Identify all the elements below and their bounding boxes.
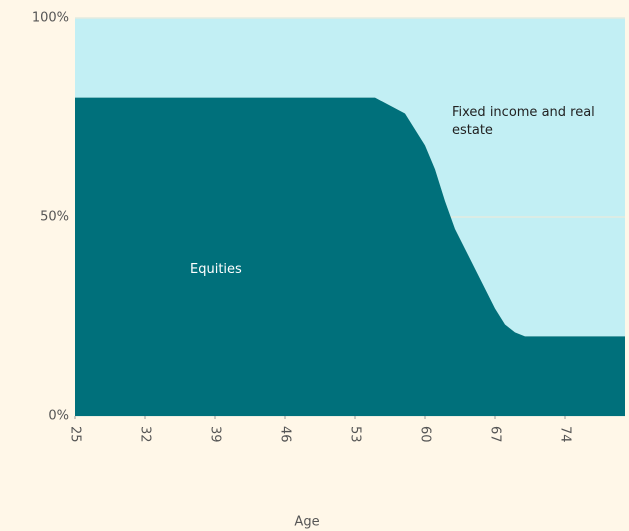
y-tick-label: 0%: [48, 409, 69, 424]
area: [75, 97, 625, 416]
x-tick-label: 67: [488, 426, 503, 443]
x-tick-label: 53: [348, 426, 363, 443]
y-tick-label: 50%: [40, 210, 69, 225]
x-tick-label: 46: [278, 426, 293, 443]
y-tick-label: 100%: [32, 11, 69, 26]
series-label: Fixed income and real estate: [452, 105, 595, 138]
x-tick-label: 32: [138, 426, 153, 443]
x-tick-label: 74: [558, 426, 573, 443]
x-tick-label: 39: [208, 426, 223, 443]
x-tick-label: 25: [68, 426, 83, 443]
x-tick-label: 60: [418, 426, 433, 443]
series-label: Equities: [190, 262, 242, 277]
x-axis-label: Age: [294, 515, 319, 530]
